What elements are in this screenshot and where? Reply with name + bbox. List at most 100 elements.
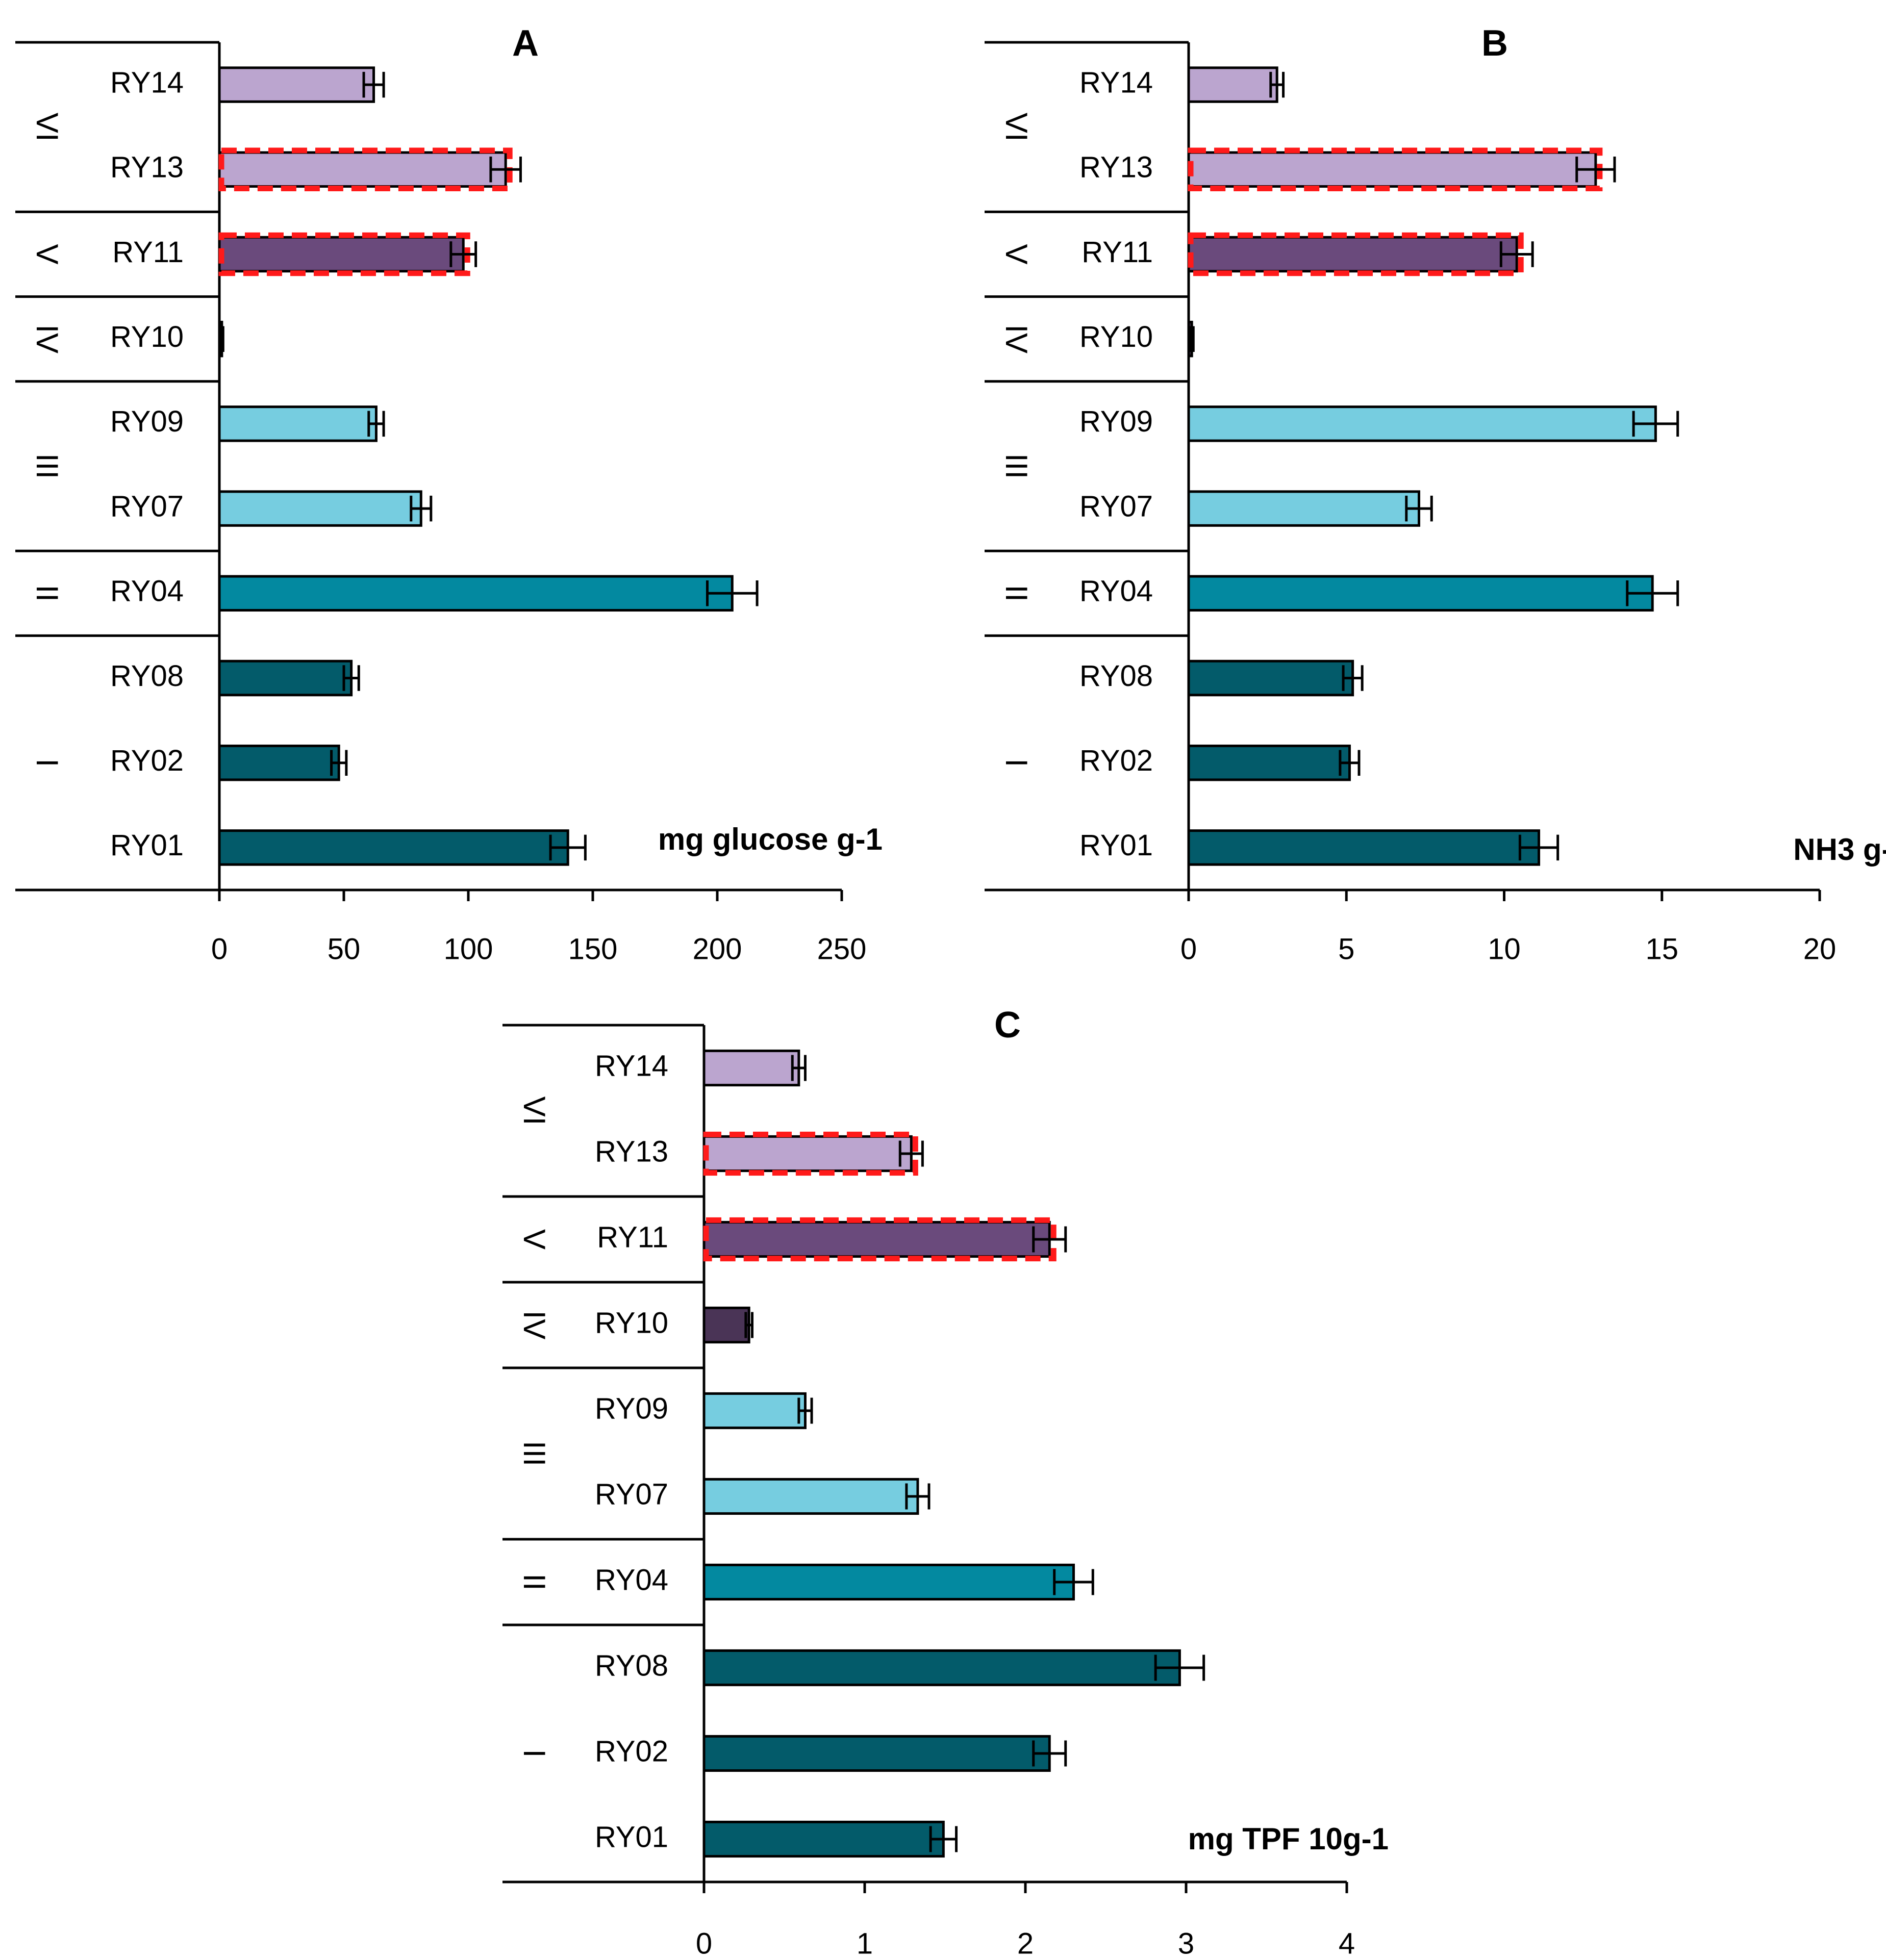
bar [702,1220,1051,1258]
group-label: VI [517,1097,551,1126]
x-tick-label: 50 [328,932,361,965]
bar [218,490,422,527]
category-label: RY08 [110,659,184,693]
bar [702,1649,1181,1687]
bar [1187,659,1354,697]
x-tick-label: 0 [211,932,228,965]
category-label: RY13 [1079,151,1153,184]
x-tick-label: 15 [1645,932,1678,965]
category-label: RY11 [112,236,184,269]
bar [218,236,465,273]
x-tick-label: 2 [1017,1927,1034,1960]
category-label: RY01 [1079,829,1153,862]
x-tick-label: 100 [444,932,493,965]
highlight-outline [703,1131,918,1176]
bar [218,151,507,188]
category-label: RY14 [595,1049,668,1082]
category-label: RY02 [110,744,184,777]
bar [1187,236,1518,273]
category-label: RY09 [1079,405,1153,438]
category-label: RY13 [595,1135,668,1168]
unit-label: mg glucose g-1 [658,822,883,856]
category-label: RY14 [110,66,184,99]
category-label: RY09 [595,1392,668,1425]
category-label: RY01 [110,829,184,862]
bar [1187,66,1278,103]
x-tick-label: 3 [1178,1927,1194,1960]
bar [1187,151,1597,188]
bar [218,575,734,612]
group-label: V [999,244,1034,264]
x-tick-label: 1 [857,1927,873,1960]
bar [702,1135,913,1173]
unit-label: NH3 g-1 [1793,832,1886,867]
group-label: I [999,758,1034,767]
category-label: RY07 [1079,490,1153,523]
unit-label: mg TPF 10g-1 [1188,1822,1389,1856]
bar [1187,829,1541,866]
x-tick-label: 0 [696,1927,712,1960]
group-label: V [517,1229,551,1250]
group-label: II [517,1573,551,1590]
bar [1187,490,1421,527]
group-label: III [517,1441,551,1466]
x-tick-label: 10 [1488,932,1521,965]
x-tick-label: 20 [1803,932,1837,965]
bar [702,1306,750,1344]
group-label: IV [30,324,64,353]
group-label: V [30,244,64,264]
category-label: RY13 [110,151,184,184]
bar [1187,575,1654,612]
category-label: RY01 [595,1820,668,1853]
group-label: VI [999,113,1034,142]
x-tick-label: 5 [1338,932,1354,965]
category-label: RY02 [595,1735,668,1768]
category-label: RY14 [1079,66,1153,99]
group-label: IV [517,1311,551,1340]
x-tick-label: 250 [817,932,867,965]
highlight-outline [1188,232,1524,276]
bar [702,1478,919,1515]
bar [1187,744,1351,781]
bar [1187,405,1657,442]
category-label: RY11 [597,1220,668,1254]
panel-title: A [512,23,539,64]
category-label: RY10 [1079,320,1153,353]
group-label: II [999,585,1034,602]
x-tick-label: 200 [693,932,742,965]
category-label: RY07 [595,1478,668,1511]
x-tick-label: 0 [1180,932,1197,965]
panel-title: C [994,1005,1021,1046]
x-tick-label: 150 [568,932,618,965]
category-label: RY02 [1079,744,1153,777]
bar [702,1820,945,1858]
category-label: RY11 [1082,236,1153,269]
bar [702,1563,1075,1601]
category-label: RY07 [110,490,184,523]
category-label: RY10 [110,320,184,353]
x-tick-label: 4 [1339,1927,1355,1960]
category-label: RY04 [110,575,184,608]
bar [218,744,340,781]
category-label: RY04 [1079,575,1153,608]
bar [702,1392,807,1430]
group-label: II [30,585,64,602]
category-label: RY04 [595,1563,668,1596]
panel-title: B [1481,23,1508,64]
bar [218,66,375,103]
group-label: VI [30,113,64,142]
group-label: III [30,453,64,479]
bar [702,1735,1051,1772]
group-label: I [30,758,64,767]
category-label: RY08 [1079,659,1153,693]
group-label: III [999,453,1034,479]
category-label: RY08 [595,1649,668,1682]
group-label: I [517,1749,551,1758]
category-label: RY10 [595,1306,668,1339]
category-label: RY09 [110,405,184,438]
bar [218,829,569,866]
